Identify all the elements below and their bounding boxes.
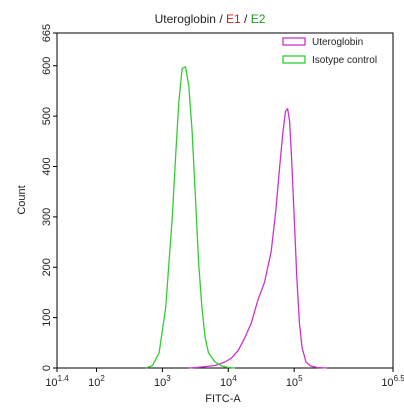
y-tick-label: 100 — [41, 308, 53, 326]
x-tick-label: 104 — [220, 374, 237, 389]
legend: Uteroglobin Isotype control — [282, 37, 377, 66]
x-axis-label: FITC-A — [205, 393, 241, 405]
plot-frame — [56, 32, 394, 369]
y-tick-label: 300 — [41, 208, 53, 226]
title-part-2: E1 — [226, 12, 241, 26]
series-lines — [145, 66, 328, 369]
x-tick-label: 105 — [286, 374, 303, 389]
series-line-1 — [145, 66, 235, 369]
y-axis-label: Count — [16, 185, 28, 214]
y-tick-label: 600 — [41, 57, 53, 75]
x-tick-label: 102 — [88, 374, 105, 389]
x-axis-ticks: 101.4 102 103 104 105 106.5 — [45, 368, 404, 389]
x-tick-label: 101.4 — [45, 374, 69, 389]
legend-swatch — [282, 55, 306, 64]
series-line-0 — [188, 107, 328, 369]
y-tick-label: 665 — [41, 24, 53, 42]
title-part-1: / — [216, 12, 226, 26]
legend-label: Uteroglobin — [312, 37, 363, 48]
chart-title: Uteroglobin / E1 / E2 — [155, 12, 266, 26]
title-part-3: / — [241, 12, 251, 26]
title-part-4: E2 — [251, 12, 266, 26]
y-axis-ticks: 0 100 200 300 400 500 600 665 — [41, 24, 57, 371]
x-tick-label: 106.5 — [381, 374, 404, 389]
y-tick-label: 400 — [41, 157, 53, 175]
y-tick-label: 0 — [41, 365, 53, 371]
y-tick-label: 500 — [41, 107, 53, 125]
legend-label: Isotype control — [312, 55, 377, 66]
legend-swatch — [282, 37, 306, 46]
y-tick-label: 200 — [41, 258, 53, 276]
x-tick-label: 103 — [154, 374, 171, 389]
title-part-0: Uteroglobin — [155, 12, 216, 26]
